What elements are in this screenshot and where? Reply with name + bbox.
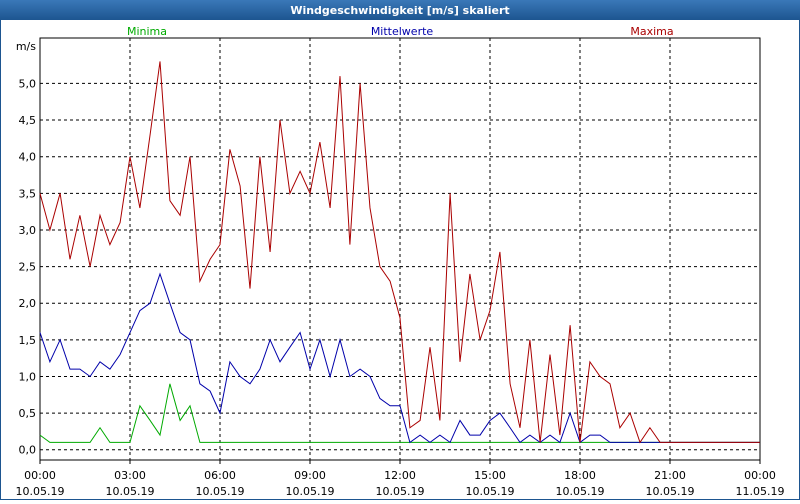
x-tick-label: 00:00 bbox=[24, 469, 56, 482]
y-tick-label: 0,5 bbox=[19, 407, 37, 420]
x-tick-label: 10.05.19 bbox=[466, 485, 515, 498]
y-tick-label: 3,5 bbox=[19, 187, 37, 200]
x-tick-label: 10.05.19 bbox=[646, 485, 695, 498]
x-tick-label: 10.05.19 bbox=[16, 485, 65, 498]
y-tick-label: 1,0 bbox=[19, 370, 37, 383]
y-tick-label: 1,5 bbox=[19, 334, 37, 347]
x-tick-label: 09:00 bbox=[294, 469, 326, 482]
x-tick-label: 03:00 bbox=[114, 469, 146, 482]
x-tick-label: 10.05.19 bbox=[286, 485, 335, 498]
x-tick-label: 12:00 bbox=[384, 469, 416, 482]
y-tick-label: 4,0 bbox=[19, 151, 37, 164]
x-tick-label: 18:00 bbox=[564, 469, 596, 482]
x-tick-label: 06:00 bbox=[204, 469, 236, 482]
chart-title: Windgeschwindigkeit [m/s] skaliert bbox=[290, 4, 509, 17]
legend-entry: Minima bbox=[127, 25, 167, 38]
y-tick-label: 0,0 bbox=[19, 444, 37, 457]
y-tick-label: 3,0 bbox=[19, 224, 37, 237]
y-axis-label: m/s bbox=[16, 40, 36, 53]
y-tick-label: 2,0 bbox=[19, 297, 37, 310]
x-tick-label: 00:00 bbox=[744, 469, 776, 482]
x-tick-label: 10.05.19 bbox=[196, 485, 245, 498]
legend-entry: Maxima bbox=[630, 25, 673, 38]
x-tick-label: 21:00 bbox=[654, 469, 686, 482]
legend-entry: Mittelwerte bbox=[371, 25, 434, 38]
x-tick-label: 15:00 bbox=[474, 469, 506, 482]
x-tick-label: 10.05.19 bbox=[376, 485, 425, 498]
x-tick-label: 10.05.19 bbox=[106, 485, 155, 498]
x-tick-label: 10.05.19 bbox=[556, 485, 605, 498]
title-bar bbox=[0, 0, 800, 20]
y-tick-label: 5,0 bbox=[19, 77, 37, 90]
y-tick-label: 4,5 bbox=[19, 114, 37, 127]
y-tick-label: 2,5 bbox=[19, 261, 37, 274]
series-line bbox=[39, 61, 760, 444]
x-tick-label: 11.05.19 bbox=[736, 485, 785, 498]
